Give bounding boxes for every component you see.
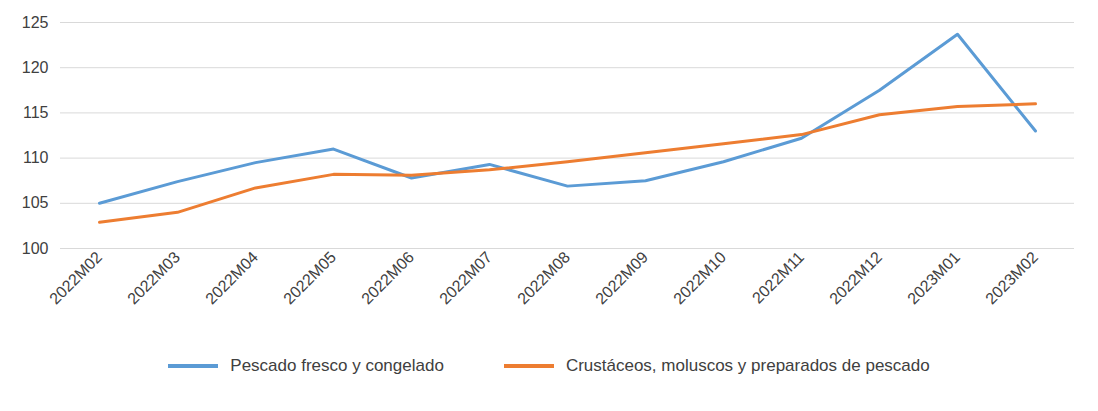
svg-text:2022M09: 2022M09 — [592, 248, 651, 307]
svg-text:2022M08: 2022M08 — [514, 248, 573, 307]
svg-text:115: 115 — [23, 104, 49, 121]
svg-text:2022M04: 2022M04 — [202, 248, 261, 307]
svg-text:105: 105 — [22, 194, 49, 211]
svg-text:110: 110 — [23, 149, 49, 166]
svg-text:2023M02: 2023M02 — [982, 248, 1041, 307]
svg-text:2022M05: 2022M05 — [280, 248, 339, 307]
svg-text:2022M03: 2022M03 — [124, 248, 183, 307]
html-text:Pescado fresco y congelado: Pescado fresco y congelado — [230, 356, 444, 375]
svg-text:2022M02: 2022M02 — [46, 248, 105, 307]
svg-text:2022M06: 2022M06 — [358, 248, 417, 307]
svg-text:2022M11: 2022M11 — [749, 248, 807, 306]
svg-text:100: 100 — [22, 240, 49, 257]
svg-text:2022M10: 2022M10 — [670, 248, 729, 307]
svg-text:125: 125 — [22, 14, 49, 31]
svg-text:2022M07: 2022M07 — [436, 248, 495, 307]
svg-text:120: 120 — [22, 59, 49, 76]
html-text:Crustáceos, moluscos y prepara: Crustáceos, moluscos y preparados de pes… — [565, 356, 930, 375]
svg-text:2023M01: 2023M01 — [904, 248, 963, 307]
svg-text:2022M12: 2022M12 — [826, 248, 885, 307]
